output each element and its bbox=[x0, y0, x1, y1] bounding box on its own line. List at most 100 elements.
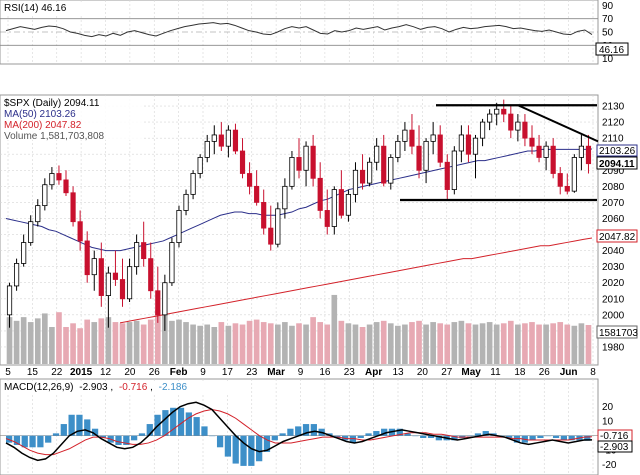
x-axis-label: 9 bbox=[298, 367, 304, 378]
rsi-title: RSI(14) 46.16 bbox=[4, 3, 67, 14]
candle-body bbox=[522, 121, 528, 139]
macd-title-bg bbox=[2, 381, 230, 393]
macd-histogram-bar bbox=[404, 433, 411, 436]
price-tick-label: 2030 bbox=[602, 262, 625, 273]
candle-body bbox=[35, 205, 41, 223]
candle-body bbox=[359, 169, 366, 184]
rsi-tick-label: 10 bbox=[602, 54, 614, 65]
x-axis-label: 13 bbox=[392, 367, 404, 378]
candle-body bbox=[310, 145, 316, 179]
macd-histogram-bar bbox=[529, 435, 536, 441]
candle-body bbox=[49, 173, 55, 186]
x-axis-label: 22 bbox=[51, 367, 63, 378]
price-tick-label: 2090 bbox=[602, 166, 625, 177]
volume-bar bbox=[522, 323, 528, 364]
price-tick-label: 2080 bbox=[602, 182, 625, 193]
rsi-tick-label: 70 bbox=[602, 14, 614, 25]
candle-body bbox=[162, 282, 168, 316]
macd-histogram-bar bbox=[256, 435, 263, 462]
volume-bar bbox=[387, 323, 394, 364]
macd-histogram-bar bbox=[240, 435, 247, 466]
candle-body bbox=[465, 134, 472, 155]
macd-histogram-bar bbox=[37, 435, 44, 448]
volume-bar bbox=[140, 324, 147, 364]
candle-body bbox=[275, 208, 281, 245]
macd-histogram-bar bbox=[201, 426, 208, 436]
macd-tick-label: 20 bbox=[602, 402, 614, 413]
candle-body bbox=[289, 157, 295, 187]
candle-body bbox=[225, 129, 231, 147]
macd-histogram-bar bbox=[45, 435, 52, 443]
candle-body bbox=[155, 290, 161, 316]
candle-body bbox=[246, 173, 253, 187]
candle-body bbox=[331, 189, 337, 227]
rsi-last-box bbox=[595, 42, 629, 56]
candle-body bbox=[430, 134, 436, 142]
candle-body bbox=[444, 161, 450, 190]
candle-body bbox=[296, 157, 302, 171]
volume-bar bbox=[267, 323, 274, 364]
rsi-line bbox=[5, 22, 593, 38]
volume-bar bbox=[550, 323, 556, 364]
volume-bar bbox=[479, 323, 486, 364]
candle-body bbox=[388, 157, 394, 184]
candle-body bbox=[190, 173, 196, 195]
macd-histogram-bar bbox=[177, 407, 185, 436]
volume-bar bbox=[63, 327, 69, 364]
macd-histogram-bar bbox=[365, 433, 372, 436]
volume-bar bbox=[564, 324, 571, 364]
macd-histogram-bar bbox=[224, 435, 232, 457]
volume-bar bbox=[84, 319, 91, 364]
volume-bar bbox=[147, 319, 154, 364]
volume-bar bbox=[49, 327, 55, 364]
macd-histogram-bar bbox=[451, 435, 458, 441]
macd-histogram-bar bbox=[29, 435, 36, 448]
volume-bar bbox=[289, 325, 295, 364]
candle-body bbox=[529, 137, 535, 147]
volume-bar bbox=[211, 327, 218, 364]
candle-body bbox=[254, 185, 260, 203]
volume-bar bbox=[218, 322, 225, 364]
candle-body bbox=[416, 145, 422, 171]
volume-bar bbox=[515, 324, 521, 364]
volume-bar bbox=[176, 319, 182, 364]
candle-body bbox=[126, 266, 133, 300]
macd-histogram-bar bbox=[76, 414, 83, 436]
candle-body bbox=[141, 242, 147, 260]
volume-bar bbox=[20, 317, 27, 364]
candle-body bbox=[402, 129, 408, 142]
volume-bar bbox=[274, 324, 281, 364]
candle-body bbox=[451, 150, 457, 190]
volume-legend: Volume 1,581,703,808 bbox=[4, 131, 105, 142]
macd-histogram-bar bbox=[193, 417, 200, 436]
candle-body bbox=[479, 121, 486, 139]
volume-bar bbox=[345, 323, 352, 364]
macd-histogram-bar bbox=[232, 435, 239, 464]
volume-bar bbox=[197, 325, 203, 364]
volume-bar bbox=[585, 324, 592, 364]
volume-bar bbox=[507, 320, 514, 364]
candle-body bbox=[239, 150, 246, 174]
macd-histogram-bar bbox=[60, 424, 67, 436]
candle-body bbox=[338, 189, 344, 216]
candle-body bbox=[494, 108, 500, 115]
ma200-last-label: 2047.82 bbox=[599, 232, 636, 243]
rsi-title-bg bbox=[2, 2, 98, 14]
macd-signal-value: -0.716 bbox=[119, 382, 148, 393]
macd-histogram-bar bbox=[357, 435, 364, 439]
candle-body bbox=[261, 202, 267, 229]
macd-title: MACD(12,26,9) -2.903 , -0.716 , -2.186 bbox=[4, 382, 187, 393]
macd-signal-line bbox=[5, 409, 593, 456]
candle-body bbox=[14, 263, 20, 287]
x-axis-label: Jun bbox=[560, 367, 578, 378]
volume-bar bbox=[162, 314, 168, 364]
volume-bar bbox=[112, 322, 119, 364]
x-axis-label: Mar bbox=[267, 367, 285, 378]
candle-body bbox=[508, 113, 514, 131]
volume-bar bbox=[536, 324, 542, 364]
candle-body bbox=[56, 173, 62, 181]
volume-bar bbox=[451, 322, 458, 364]
macd-histogram-bar bbox=[482, 431, 489, 436]
macd-histogram-bar bbox=[537, 435, 544, 439]
